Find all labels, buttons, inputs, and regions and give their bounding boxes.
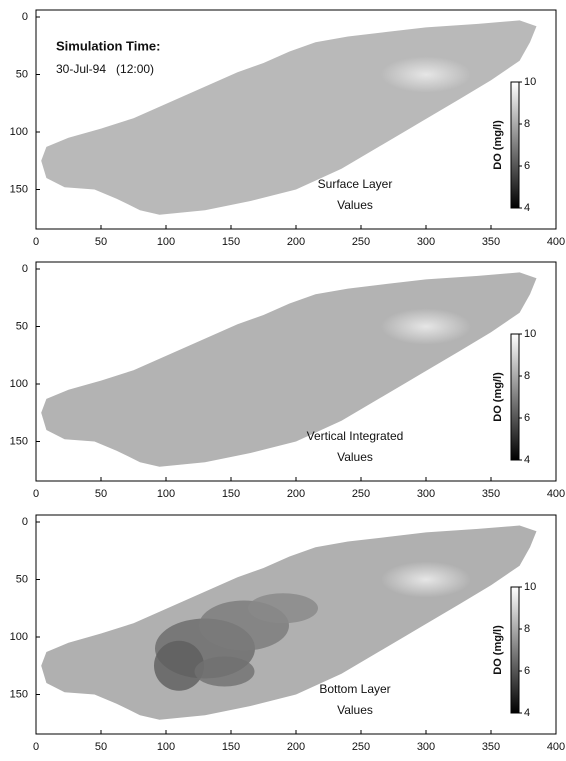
colorbar-tick-label: 8 — [524, 118, 530, 130]
x-tick-label: 350 — [482, 741, 500, 753]
title: Simulation Time: — [56, 38, 161, 53]
y-tick-label: 150 — [10, 435, 28, 447]
x-tick-label: 400 — [547, 488, 565, 500]
colorbar-tick-label: 4 — [524, 202, 530, 214]
x-tick-label: 50 — [95, 741, 107, 753]
annotation: Values — [337, 450, 373, 464]
colorbar-tick-label: 4 — [524, 707, 530, 719]
colorbar-tick-label: 4 — [524, 454, 530, 466]
subtitle: 30-Jul-94 (12:00) — [56, 62, 154, 76]
x-tick-label: 350 — [482, 488, 500, 500]
low-do-patch — [248, 593, 318, 624]
x-tick-label: 0 — [33, 741, 39, 753]
x-tick-label: 300 — [417, 236, 435, 248]
colorbar — [510, 586, 520, 714]
y-tick-label: 0 — [22, 516, 28, 528]
y-tick-label: 100 — [10, 631, 28, 643]
colorbar-tick-label: 8 — [524, 623, 530, 635]
x-tick-label: 50 — [95, 488, 107, 500]
colorbar-tick-label: 10 — [524, 328, 536, 340]
colorbar-tick-label: 8 — [524, 370, 530, 382]
colorbar-label: DO (mg/l) — [492, 372, 504, 422]
annotation: Values — [337, 703, 373, 717]
colorbar-tick-label: 6 — [524, 665, 530, 677]
y-tick-label: 0 — [22, 263, 28, 275]
colorbar — [510, 81, 520, 209]
x-tick-label: 250 — [352, 236, 370, 248]
y-tick-label: 0 — [22, 11, 28, 23]
y-tick-label: 50 — [16, 320, 28, 332]
x-tick-label: 300 — [417, 741, 435, 753]
colorbar — [510, 333, 520, 461]
annotation: Values — [337, 198, 373, 212]
y-tick-label: 100 — [10, 378, 28, 390]
lake — [41, 272, 537, 467]
x-tick-label: 300 — [417, 488, 435, 500]
colorbar-tick-label: 6 — [524, 412, 530, 424]
y-tick-label: 150 — [10, 183, 28, 195]
y-tick-label: 50 — [16, 68, 28, 80]
y-tick-label: 100 — [10, 126, 28, 138]
x-tick-label: 100 — [157, 488, 175, 500]
x-tick-label: 50 — [95, 236, 107, 248]
light-patch — [381, 308, 471, 345]
colorbar-label: DO (mg/l) — [492, 625, 504, 675]
x-tick-label: 400 — [547, 741, 565, 753]
x-tick-label: 0 — [33, 236, 39, 248]
x-tick-label: 100 — [157, 236, 175, 248]
low-do-patch — [154, 640, 204, 691]
annotation: Surface Layer — [318, 177, 393, 191]
x-tick-label: 250 — [352, 488, 370, 500]
x-tick-label: 100 — [157, 741, 175, 753]
annotation: Vertical Integrated — [307, 429, 404, 443]
x-tick-label: 150 — [222, 488, 240, 500]
x-tick-label: 0 — [33, 488, 39, 500]
x-tick-label: 350 — [482, 236, 500, 248]
light-patch — [381, 561, 471, 598]
x-tick-label: 150 — [222, 741, 240, 753]
colorbar-tick-label: 10 — [524, 76, 536, 88]
x-tick-label: 200 — [287, 741, 305, 753]
x-tick-label: 200 — [287, 236, 305, 248]
y-tick-label: 150 — [10, 688, 28, 700]
colorbar-label: DO (mg/l) — [492, 120, 504, 170]
x-tick-label: 400 — [547, 236, 565, 248]
light-patch — [381, 56, 471, 93]
colorbar-tick-label: 10 — [524, 581, 536, 593]
y-tick-label: 50 — [16, 573, 28, 585]
colorbar-tick-label: 6 — [524, 160, 530, 172]
low-do-patch — [194, 656, 255, 687]
annotation: Bottom Layer — [319, 682, 390, 696]
x-tick-label: 150 — [222, 236, 240, 248]
x-tick-label: 200 — [287, 488, 305, 500]
x-tick-label: 250 — [352, 741, 370, 753]
